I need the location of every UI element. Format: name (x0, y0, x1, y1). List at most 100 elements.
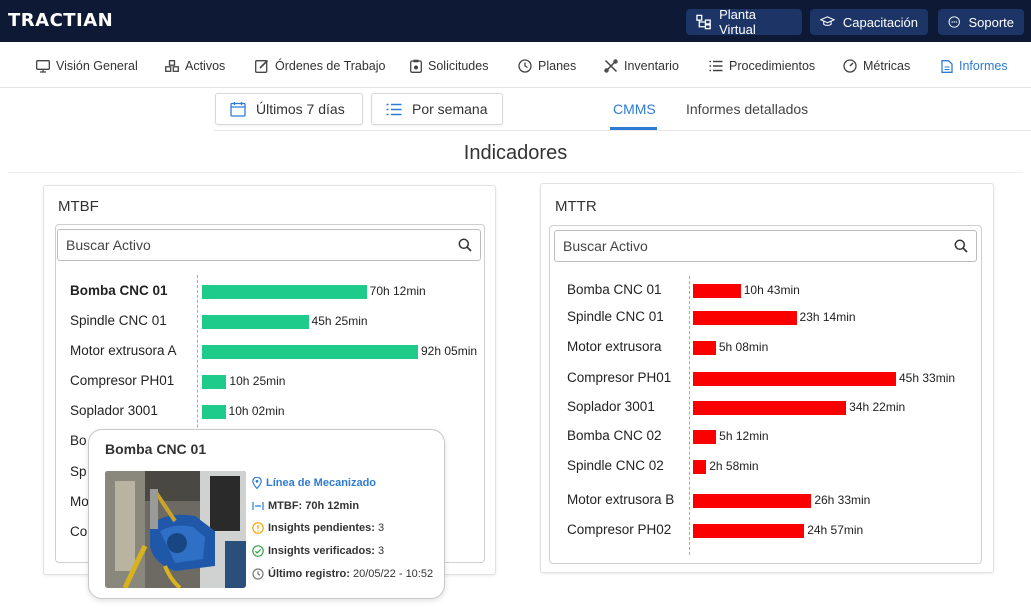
nav-item-informes[interactable]: Informes (941, 59, 1008, 73)
capacitacion-button[interactable]: Capacitación (810, 9, 928, 35)
mttr-row-label[interactable]: Spindle CNC 01 (567, 309, 664, 324)
mttr-bar-value: 45h 33min (899, 371, 956, 385)
edit-icon (255, 59, 269, 73)
grouping-label: Por semana (412, 101, 488, 117)
mttr-title: MTTR (555, 198, 597, 215)
mttr-bar[interactable] (693, 494, 812, 508)
period-selector[interactable]: Últimos 7 días (215, 93, 363, 125)
nav-item-activos[interactable]: Activos (165, 59, 225, 73)
nav-label: Informes (959, 59, 1008, 73)
nav-item-solicitudes[interactable]: Solicitudes (410, 59, 488, 73)
search-icon[interactable] (954, 239, 968, 253)
calendar-icon (230, 102, 246, 117)
mtbf-bar[interactable] (202, 315, 309, 329)
tab-cmms[interactable]: CMMS (613, 101, 656, 117)
mtbf-bar-value: 45h 25min (311, 314, 368, 328)
mtbf-bar[interactable] (202, 405, 226, 419)
mttr-row-label[interactable]: Spindle CNC 02 (567, 458, 664, 473)
mttr-row-label[interactable]: Motor extrusora B (567, 492, 675, 507)
mttr-search-input[interactable]: Buscar Activo (554, 230, 977, 262)
mtbf-text: MTBF: 70h 12min (268, 500, 360, 512)
nav-item-planes[interactable]: Planes (518, 59, 576, 73)
nav-label: Visión General (56, 59, 138, 73)
mttr-axis-line (689, 276, 690, 555)
nav-item-vision-general[interactable]: Visión General (36, 59, 138, 73)
tooltip-location[interactable]: Línea de Mecanizado (252, 477, 376, 489)
mtbf-row-label[interactable]: Soplador 3001 (70, 403, 158, 418)
interval-icon (252, 502, 264, 510)
mttr-bar-value: 5h 12min (719, 429, 769, 443)
search-icon[interactable] (458, 238, 472, 252)
mttr-bar[interactable] (693, 341, 716, 355)
tab-informes-detallados[interactable]: Informes detallados (686, 101, 809, 117)
mttr-row-label[interactable]: Bomba CNC 02 (567, 428, 662, 443)
pending-value: 3 (378, 522, 385, 534)
tooltip-pending: Insights pendientes: 3 (252, 522, 384, 534)
mttr-bar[interactable] (693, 311, 797, 325)
grouping-selector[interactable]: Por semana (371, 93, 503, 125)
mttr-row-label[interactable]: Motor extrusora (567, 339, 662, 354)
mtbf-row-label[interactable]: Motor extrusora A (70, 343, 177, 358)
mtbf-row-label[interactable]: Sp (70, 464, 87, 479)
mtbf-row-label[interactable]: Compresor PH01 (70, 373, 175, 388)
mtbf-row-label[interactable]: Bo (70, 433, 87, 448)
mtbf-row-label[interactable]: Spindle CNC 01 (70, 313, 167, 328)
mtbf-bar-value: 10h 02min (228, 404, 285, 418)
nav-item-procedimientos[interactable]: Procedimientos (709, 59, 815, 73)
nav-item-metricas[interactable]: Métricas (843, 59, 910, 73)
pending-label: Insights pendientes: (268, 522, 375, 534)
mtbf-bar[interactable] (202, 375, 227, 389)
mttr-row-label[interactable]: Bomba CNC 01 (567, 282, 662, 297)
nav-item-inventario[interactable]: Inventario (604, 59, 679, 73)
mttr-row-label[interactable]: Soplador 3001 (567, 399, 655, 414)
mttr-row-label[interactable]: Compresor PH01 (567, 370, 672, 385)
assets-icon (165, 60, 179, 72)
document-icon (941, 59, 953, 73)
tooltip-title: Bomba CNC 01 (105, 441, 207, 457)
history-icon (252, 568, 264, 580)
mtbf-search-input[interactable]: Buscar Activo (57, 229, 481, 261)
hierarchy-icon (696, 14, 711, 30)
mttr-bar[interactable] (693, 430, 717, 444)
mtbf-bar-value: 92h 05min (421, 344, 478, 358)
mtbf-row-label[interactable]: Bomba CNC 01 (70, 283, 168, 298)
section-title: Indicadores (463, 142, 568, 164)
tooltip-verified: Insights verificados: 3 (252, 545, 384, 557)
mttr-bar[interactable] (693, 372, 896, 386)
graduation-cap-icon (820, 16, 835, 26)
nav-item-ordenes-de-trabajo[interactable]: Órdenes de Trabajo (255, 59, 386, 73)
soporte-label: Soporte (968, 14, 1014, 30)
mttr-bar-value: 10h 43min (743, 283, 800, 297)
mtbf-bar[interactable] (202, 285, 367, 299)
mttr-bar[interactable] (693, 460, 707, 474)
period-label: Últimos 7 días (256, 101, 345, 117)
mttr-bar-value: 5h 08min (718, 340, 769, 354)
mtbf-title: MTBF (58, 198, 99, 215)
nav-label: Inventario (624, 59, 679, 73)
soporte-button[interactable]: Soporte (938, 9, 1024, 35)
verified-label: Insights verificados: (268, 545, 375, 557)
mttr-bar[interactable] (693, 284, 741, 298)
mtbf-bar[interactable] (202, 345, 418, 359)
mtbf-row-label[interactable]: Mo (70, 494, 89, 509)
nav-label: Órdenes de Trabajo (275, 59, 386, 73)
chat-icon (948, 16, 960, 28)
filter-divider (214, 130, 1031, 131)
mttr-row-label[interactable]: Compresor PH02 (567, 522, 672, 537)
mttr-bar[interactable] (693, 524, 805, 538)
mttr-bar-value: 23h 14min (799, 310, 856, 324)
mttr-card: MTTR Buscar Activo Bomba CNC 01 10h 43min… (540, 183, 994, 573)
list-icon (386, 103, 402, 115)
clipboard-icon (410, 59, 422, 73)
mttr-bar[interactable] (693, 401, 847, 415)
clock-icon (518, 59, 532, 73)
tools-icon (604, 59, 618, 73)
nav-label: Planes (538, 59, 577, 73)
tractian-logo[interactable]: TRACTIAN (8, 10, 114, 31)
warning-circle-icon (252, 522, 264, 534)
mtbf-row-label[interactable]: Co (70, 524, 88, 539)
check-circle-icon (252, 545, 264, 557)
nav-label: Métricas (863, 59, 911, 73)
planta-virtual-button[interactable]: Planta Virtual (686, 7, 802, 37)
gauge-icon (843, 59, 857, 73)
